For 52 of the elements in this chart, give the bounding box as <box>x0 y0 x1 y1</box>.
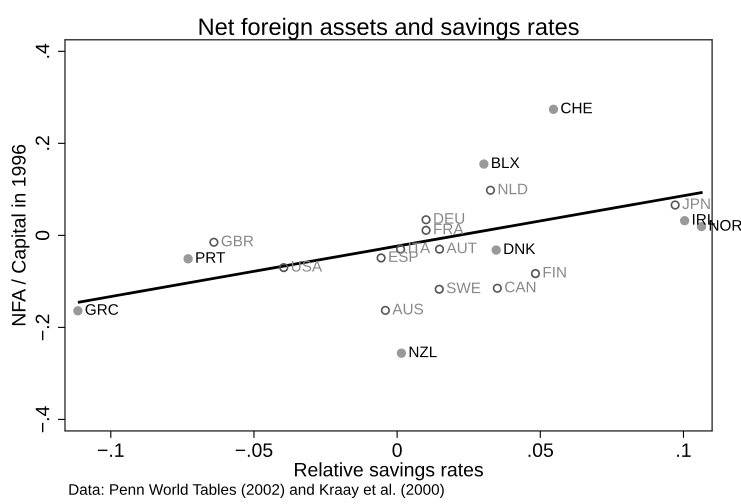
data-label: NLD <box>498 184 528 194</box>
data-label: NZL <box>410 346 437 358</box>
y-tick-label: −.4 <box>36 406 50 432</box>
data-label: GRC <box>86 304 118 315</box>
data-label: CAN <box>505 282 536 292</box>
point <box>492 245 501 255</box>
data-label: PRT <box>196 252 225 263</box>
point <box>421 215 431 224</box>
point <box>486 186 496 195</box>
point <box>680 216 690 226</box>
data-label: AUS <box>392 304 424 314</box>
point <box>434 284 444 294</box>
point <box>380 306 390 316</box>
data-label: CHE <box>561 102 592 114</box>
y-tick-label: .2 <box>36 136 50 150</box>
point <box>421 226 431 235</box>
x-tick-label: −.1 <box>98 443 124 457</box>
chart-title: Net foreign assets and savings rates <box>200 18 579 40</box>
data-label: DEU <box>434 213 464 224</box>
x-tick-label: −.05 <box>236 443 272 458</box>
y-tick-label: −.2 <box>36 314 50 340</box>
data-label: BLX <box>492 157 520 168</box>
point <box>670 200 680 210</box>
x-tick-label: .05 <box>528 443 553 458</box>
data-label: JPN <box>682 198 710 210</box>
x-axis-title: Relative savings rates <box>295 462 483 480</box>
data-label: FRA <box>434 224 464 234</box>
point <box>479 159 489 169</box>
point <box>376 253 386 263</box>
data-label: ITA <box>408 242 430 254</box>
point <box>530 268 540 278</box>
point <box>279 262 288 272</box>
x-tick-label: 0 <box>392 443 402 458</box>
point <box>183 254 193 264</box>
y-tick-label: 0 <box>36 230 50 240</box>
point <box>209 238 219 247</box>
y-axis-title: NFA / Capital in 1996 <box>11 144 30 326</box>
point <box>434 244 444 254</box>
point <box>396 348 406 358</box>
data-label: DNK <box>504 244 536 254</box>
point <box>73 306 83 316</box>
text: Data: Penn World Tables (2002) and Kraay et al. (2000) <box>69 484 444 498</box>
point <box>548 104 558 114</box>
data-label: USA <box>292 260 322 272</box>
y-tick-label: .4 <box>36 44 50 58</box>
data-label: SWE <box>446 282 480 294</box>
x-tick-label: .1 <box>677 443 691 457</box>
data-label: ESP <box>389 251 418 262</box>
data-label: AUT <box>446 242 477 254</box>
data-label: GBR <box>222 236 254 246</box>
data-label: FIN <box>544 267 566 278</box>
point <box>492 284 502 293</box>
